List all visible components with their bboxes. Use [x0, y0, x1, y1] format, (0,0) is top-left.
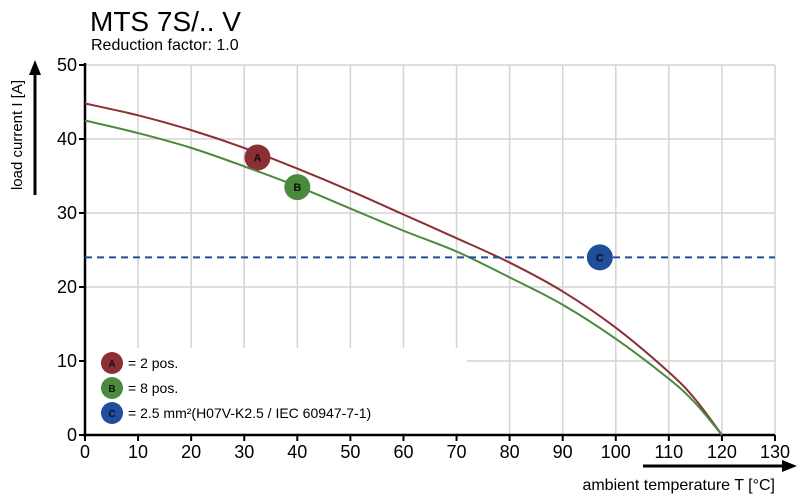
- chart-subtitle: Reduction factor: 1.0: [91, 37, 239, 54]
- legend-marker-label: C: [108, 409, 115, 420]
- legend-marker-label: A: [108, 359, 115, 370]
- chart-title: MTS 7S/.. V: [90, 6, 241, 37]
- marker-label: A: [254, 153, 262, 165]
- x-tick-label: 20: [181, 442, 201, 462]
- y-tick-label: 50: [57, 55, 77, 75]
- x-tick-label: 40: [287, 442, 307, 462]
- x-arrow-head-icon: [782, 460, 797, 472]
- legend-marker-B-icon: [101, 377, 123, 399]
- y-tick-label: 20: [57, 277, 77, 297]
- x-tick-label: 130: [760, 442, 790, 462]
- y-arrow-head-icon: [29, 60, 41, 75]
- legend-marker-C-icon: [101, 402, 123, 424]
- legend-marker-label: B: [108, 384, 115, 395]
- legend-entry: = 2.5 mm²(H07V-K2.5 / IEC 60947-7-1): [128, 405, 371, 421]
- marker-label: B: [293, 182, 301, 194]
- marker-B-icon: [284, 174, 311, 201]
- marker-C-icon: [586, 244, 613, 271]
- x-tick-label: 0: [80, 442, 90, 462]
- marker-label: C: [596, 252, 604, 264]
- x-tick-label: 30: [234, 442, 254, 462]
- y-axis-label: load current I [A]: [9, 80, 26, 190]
- x-axis-label: ambient temperature T [°C]: [582, 477, 775, 494]
- legend-box: [87, 348, 467, 433]
- x-tick-label: 50: [340, 442, 360, 462]
- legend-entry: = 2 pos.: [128, 355, 178, 371]
- x-tick-label: 100: [601, 442, 631, 462]
- legend-entry: = 8 pos.: [128, 380, 178, 396]
- y-tick-label: 30: [57, 203, 77, 223]
- x-tick-label: 80: [500, 442, 520, 462]
- x-tick-label: 120: [707, 442, 737, 462]
- series-line-A: [84, 102, 723, 436]
- series-line-B: [84, 119, 723, 436]
- y-tick-label: 0: [67, 425, 77, 445]
- x-tick-label: 90: [553, 442, 573, 462]
- x-tick-label: 10: [128, 442, 148, 462]
- y-tick-label: 10: [57, 351, 77, 371]
- x-tick-label: 60: [393, 442, 413, 462]
- marker-A-icon: [244, 144, 271, 171]
- legend-marker-A-icon: [101, 352, 123, 374]
- x-tick-label: 70: [447, 442, 467, 462]
- y-tick-label: 40: [57, 129, 77, 149]
- x-tick-label: 110: [654, 442, 683, 462]
